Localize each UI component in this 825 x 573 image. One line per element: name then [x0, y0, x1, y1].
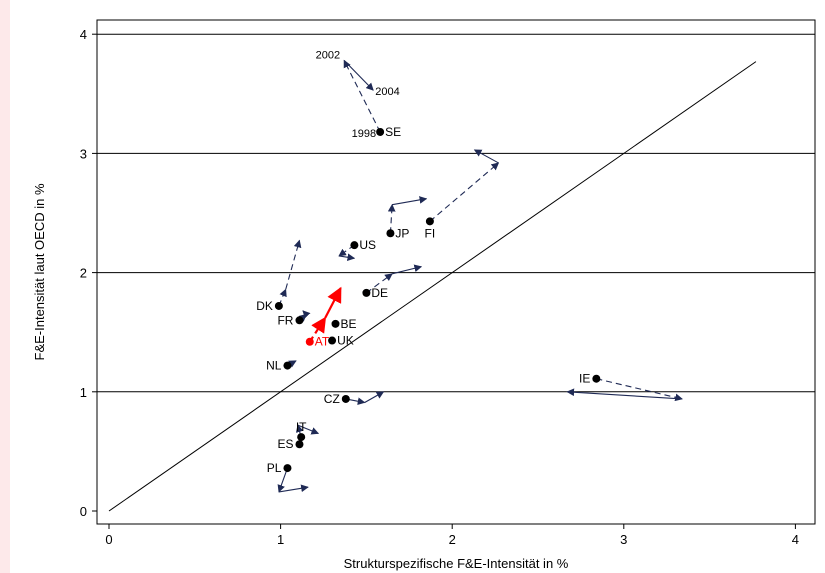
- point-label-uk: UK: [337, 334, 354, 348]
- point-label-se: SE: [385, 125, 401, 139]
- scatter-chart: 0 1 2 3 4 0 1 2 3 4 Strukturspezifische F&E-Intens…: [32, 19, 816, 571]
- point-se: [376, 127, 385, 136]
- x-tick-label: 2: [449, 532, 456, 547]
- year-label: 1998: [352, 128, 376, 140]
- trajectory-at: [308, 316, 327, 343]
- point-label-pl: PL: [267, 461, 282, 475]
- year-label: 2004: [375, 86, 399, 98]
- point-label-be: BE: [341, 317, 357, 331]
- point-label-fr: FR: [277, 313, 293, 327]
- chart-frame: 0 1 2 3 4 0 1 2 3 4 Strukturspezifische F&E-Intens…: [10, 0, 825, 573]
- point-it: [297, 433, 306, 442]
- trajectory-de: [366, 273, 393, 294]
- point-pl: [283, 464, 292, 473]
- point-label-at: AT: [315, 335, 330, 349]
- y-tick-label: 4: [80, 27, 87, 42]
- y-tick-label: 0: [80, 504, 87, 519]
- y-axis-title: F&E-Intensität laut OECD in %: [32, 183, 47, 360]
- point-cz: [341, 394, 350, 403]
- trajectory-fr: [302, 310, 311, 319]
- trajectory-ie: [566, 388, 683, 400]
- y-tick-label: 2: [80, 266, 87, 281]
- point-label-nl: NL: [266, 359, 282, 373]
- trajectory-pl: [277, 467, 288, 493]
- trajectory-se: [343, 59, 381, 133]
- point-at: [305, 337, 314, 346]
- x-tick-label: 1: [277, 532, 284, 547]
- point-be: [331, 319, 340, 328]
- diagonal-line: [108, 61, 757, 512]
- point-label-de: DE: [371, 286, 388, 300]
- trajectory-us: [338, 253, 356, 262]
- point-label-it: IT: [296, 420, 307, 434]
- y-tick-label: 3: [80, 146, 87, 161]
- trajectory-dk: [285, 239, 302, 290]
- point-jp: [386, 229, 395, 238]
- point-fi: [425, 217, 434, 226]
- point-es: [295, 440, 304, 449]
- point-label-us: US: [359, 238, 376, 252]
- trajectory-de: [392, 264, 423, 275]
- point-label-cz: CZ: [324, 392, 340, 406]
- point-de: [362, 288, 371, 297]
- point-label-fi: FI: [425, 226, 436, 240]
- point-fr: [295, 316, 304, 325]
- point-label-jp: JP: [395, 226, 409, 240]
- x-tick-label: 4: [792, 532, 799, 547]
- point-dk: [274, 301, 283, 310]
- trajectory-it: [297, 424, 320, 435]
- point-ie: [592, 374, 601, 383]
- trajectory-at: [324, 286, 342, 319]
- y-tick-label: 1: [80, 385, 87, 400]
- point-us: [350, 241, 359, 250]
- x-axis-title: Strukturspezifische F&E-Intensität in %: [344, 556, 569, 571]
- trajectory-cz: [364, 391, 385, 404]
- trajectory-fi: [429, 162, 500, 222]
- point-label-ie: IE: [579, 372, 590, 386]
- trajectory-jp: [387, 203, 396, 234]
- trajectory-jp: [392, 196, 428, 206]
- trajectory-ie: [596, 378, 683, 402]
- trajectory-se: [343, 60, 374, 91]
- x-tick-label: 0: [105, 532, 112, 547]
- trajectory-fi: [473, 149, 499, 164]
- point-uk: [328, 336, 337, 345]
- plot-border: [96, 19, 816, 525]
- point-label-dk: DK: [256, 299, 273, 313]
- x-tick-label: 3: [620, 532, 627, 547]
- point-nl: [283, 361, 292, 370]
- trajectory-pl: [278, 484, 309, 493]
- point-label-es: ES: [277, 437, 293, 451]
- year-label: 2002: [316, 49, 340, 61]
